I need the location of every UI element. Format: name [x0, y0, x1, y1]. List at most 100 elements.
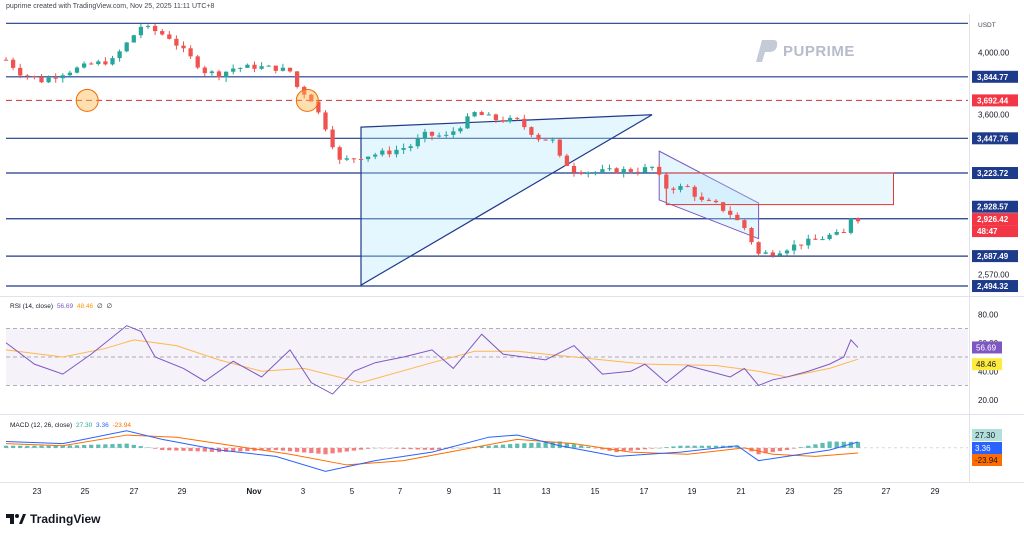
macd-histogram-bar	[103, 444, 108, 448]
rsi-value: 56.69	[56, 303, 74, 310]
candle-body	[444, 134, 449, 136]
candle-body	[167, 34, 172, 39]
candle-body	[259, 66, 264, 69]
macd-histogram-bar	[735, 445, 740, 448]
brand-text: TradingView	[30, 512, 101, 526]
macd-histogram-bar	[46, 445, 51, 448]
candle-body	[706, 199, 712, 201]
macd-histogram-bar	[259, 447, 264, 451]
macd-histogram-bar	[515, 443, 520, 448]
macd-histogram-bar	[81, 445, 87, 448]
macd-histogram-bar	[67, 445, 73, 448]
candle-body	[195, 56, 200, 68]
candle-body	[365, 156, 371, 160]
candle-body	[614, 168, 619, 174]
candle-body	[238, 67, 243, 69]
candle-body	[791, 244, 797, 251]
macd-histogram-bar	[536, 442, 541, 448]
candle-body	[522, 118, 527, 128]
macd-histogram-bar	[493, 445, 499, 448]
candle-body	[685, 186, 690, 188]
macd-histogram-bar	[117, 443, 122, 448]
candle-body	[429, 131, 435, 136]
price-label-box	[972, 167, 1018, 180]
candle-body	[451, 131, 456, 135]
candle-body	[671, 188, 676, 190]
macd-histogram-bar	[365, 447, 371, 449]
x-tick-label: 29	[931, 487, 940, 496]
candle-body	[600, 169, 605, 173]
macd-histogram-bar	[280, 447, 286, 451]
candle-body	[124, 42, 129, 52]
candle-body	[422, 131, 428, 139]
candle-body	[81, 63, 87, 68]
macd-histogram-bar	[309, 447, 314, 454]
candle-body	[302, 86, 307, 95]
x-tick-label: 21	[737, 487, 746, 496]
candle-body	[593, 172, 598, 174]
macd-legend: MACD (12, 26, close) 27.30 3.36 -23.94	[8, 422, 131, 429]
rsi-ma-value: 48.46	[76, 303, 94, 310]
x-tick-label: 17	[640, 487, 649, 496]
candle-body	[202, 67, 207, 74]
macd-histogram-bar	[678, 445, 683, 448]
candle-body	[96, 61, 101, 65]
macd-histogram-bar	[323, 447, 328, 455]
macd-histogram-bar	[60, 445, 65, 448]
price-label-text: 2,928.57	[977, 203, 1009, 212]
price-label-box	[972, 280, 1018, 293]
candle-body	[550, 139, 555, 141]
macd-histogram-bar	[451, 447, 456, 449]
macd-histogram-bar	[287, 447, 293, 452]
macd-histogram-bar	[571, 444, 577, 448]
price-tick-label: 2,570.00	[978, 270, 1010, 279]
candle-body	[855, 218, 861, 222]
macd-histogram-bar	[138, 446, 144, 448]
candle-body	[735, 214, 740, 221]
candle-body	[628, 169, 633, 172]
candle-body	[763, 252, 768, 254]
candle-body	[216, 71, 222, 78]
candle-body	[152, 25, 158, 32]
candle-body	[500, 120, 506, 122]
signal-line	[5, 434, 859, 466]
macd-histogram-bar	[387, 447, 392, 449]
macd-histogram-bar	[664, 447, 669, 448]
macd-histogram-bar	[167, 447, 172, 451]
macd-histogram-bar	[10, 445, 16, 448]
candle-body	[678, 186, 683, 190]
macd-histogram-bar	[181, 447, 186, 451]
macd-histogram-bar	[422, 447, 428, 450]
candle-body	[117, 51, 122, 59]
candle-body	[408, 146, 413, 149]
macd-histogram-bar	[358, 447, 364, 450]
candle-body	[60, 75, 65, 79]
x-tick-label: 23	[786, 487, 795, 496]
x-tick-label: 5	[350, 487, 355, 496]
tradingview-brand[interactable]: TradingView	[6, 512, 100, 526]
macd-histogram-bar	[18, 445, 23, 448]
price-label-text: 2,687.49	[977, 252, 1009, 261]
candle-body	[138, 26, 144, 36]
macd-histogram-bar	[586, 446, 591, 448]
macd-histogram-bar	[465, 447, 470, 448]
macd-line	[5, 430, 859, 472]
candle-body	[25, 75, 30, 77]
candle-body	[252, 64, 257, 69]
macd-histogram-bar	[401, 447, 406, 449]
candle-body	[245, 64, 250, 68]
price-label-text: 3,692.44	[977, 96, 1009, 105]
macd-histogram-bar	[770, 447, 775, 453]
x-tick-label: 13	[542, 487, 551, 496]
macd-histogram-bar	[245, 447, 250, 452]
macd-histogram-bar	[160, 447, 165, 450]
candle-body	[103, 61, 108, 65]
candle-body	[486, 114, 491, 116]
candle-body	[806, 238, 811, 246]
candle-body	[827, 234, 832, 240]
macd-histogram-bar	[713, 445, 719, 448]
candle-body	[536, 134, 541, 140]
x-tick-label: 25	[834, 487, 843, 496]
candle-body	[749, 228, 754, 243]
